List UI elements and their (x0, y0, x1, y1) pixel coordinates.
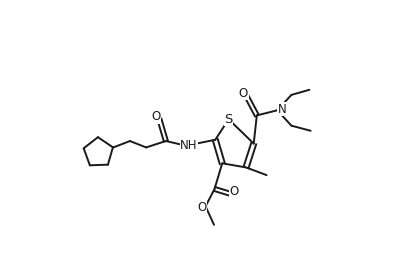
Text: S: S (224, 113, 232, 126)
Text: O: O (229, 185, 238, 198)
Text: O: O (238, 87, 247, 100)
Text: NH: NH (180, 139, 197, 152)
Text: N: N (277, 103, 286, 116)
Text: O: O (151, 110, 160, 123)
Text: O: O (196, 201, 206, 214)
